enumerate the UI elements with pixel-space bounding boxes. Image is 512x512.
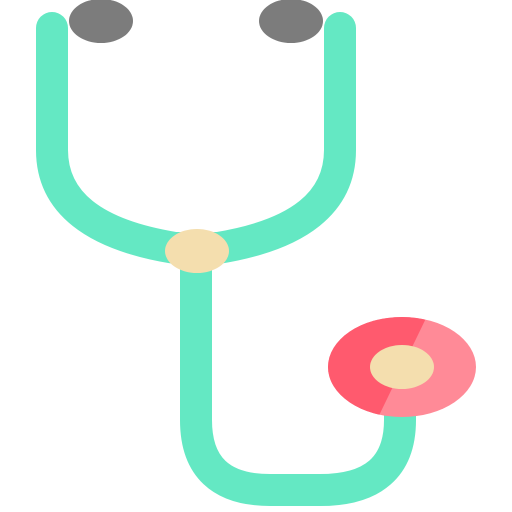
diaphragm-center (370, 345, 434, 389)
right-earpiece (259, 0, 323, 43)
left-earpiece (69, 0, 133, 43)
binaural-tube (52, 28, 340, 248)
tube-connector (165, 229, 229, 273)
